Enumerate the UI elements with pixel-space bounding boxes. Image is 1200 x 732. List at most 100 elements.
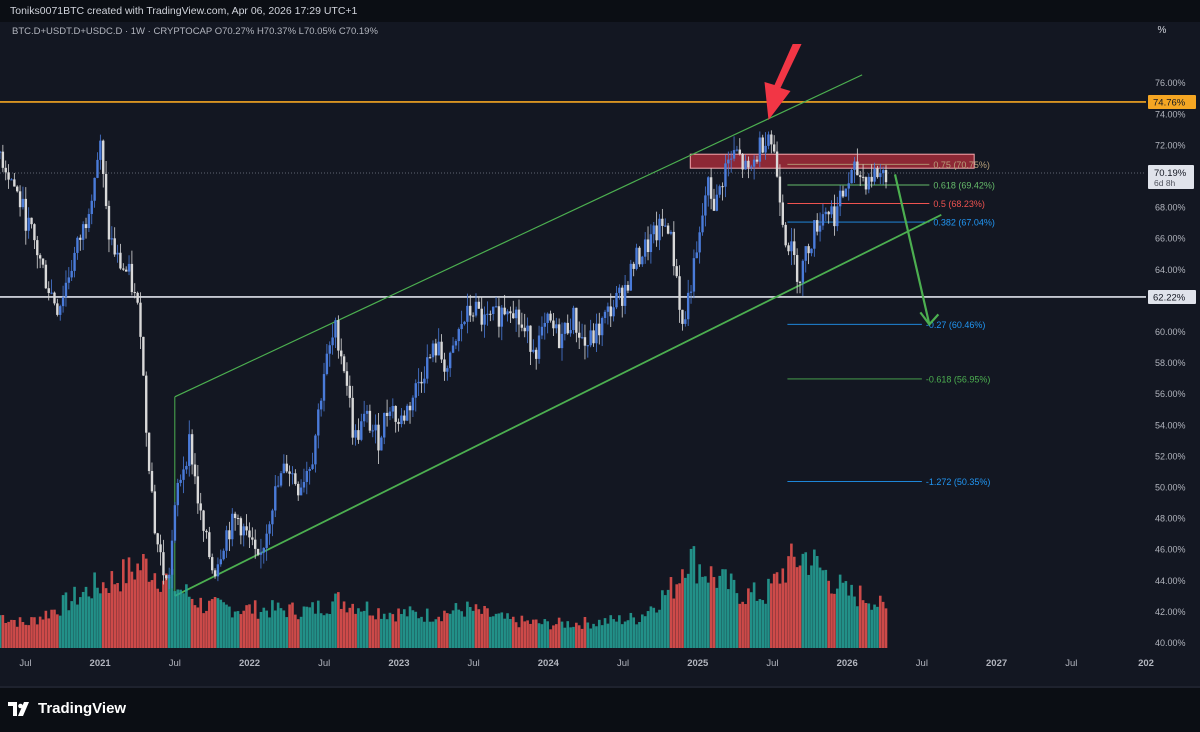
candle-body — [377, 424, 380, 451]
candle-body — [572, 307, 575, 331]
candle-body — [73, 252, 76, 271]
candle-body — [408, 405, 412, 411]
candle-body — [259, 552, 263, 555]
volume-bar — [242, 610, 246, 648]
volume-bar — [523, 621, 527, 648]
candle-body — [282, 463, 286, 474]
candle-body — [348, 385, 352, 398]
candle-body — [145, 375, 148, 433]
candle-body — [225, 530, 228, 551]
volume-bar — [494, 613, 498, 648]
candle-body — [156, 533, 159, 545]
candle-body — [483, 314, 486, 325]
candle-body — [190, 434, 194, 465]
candle-body — [67, 277, 71, 283]
volume-bar — [253, 600, 257, 648]
volume-bar — [448, 613, 452, 648]
volume-bar — [380, 618, 383, 648]
percent-scale-toggle[interactable]: % — [1157, 24, 1167, 36]
candle-body — [850, 169, 853, 184]
volume-bar — [259, 612, 263, 648]
volume-bar — [136, 563, 139, 648]
volume-bar — [833, 593, 836, 648]
candle-body — [317, 409, 320, 436]
volume-bar — [414, 611, 418, 648]
volume-bar — [752, 582, 756, 648]
volume-bar — [365, 601, 369, 648]
volume-bar — [669, 577, 673, 648]
volume-bar — [503, 618, 506, 648]
volume-bar — [139, 570, 142, 648]
volume-bar — [351, 603, 354, 648]
volume-bar — [348, 607, 352, 648]
volume-bar — [99, 593, 102, 648]
x-tick-label: 2024 — [538, 658, 560, 669]
chart-area[interactable]: BTC.D+USDT.D+USDC.D · 1W · CRYPTOCAP O70… — [0, 22, 1200, 688]
volume-bar — [801, 553, 805, 648]
volume-bar — [795, 567, 799, 648]
candle-body — [18, 191, 22, 208]
volume-bar — [580, 628, 584, 648]
volume-bar — [41, 619, 45, 648]
candle-body — [618, 287, 621, 293]
candle-body — [729, 158, 733, 160]
candle-body — [213, 570, 217, 577]
candle-body — [253, 539, 257, 549]
x-tick-label: 202 — [1138, 658, 1154, 669]
candle-body — [457, 329, 460, 342]
volume-bar — [328, 614, 332, 648]
volume-bar — [856, 606, 859, 648]
candle-body — [701, 215, 704, 233]
volume-bar — [876, 606, 879, 648]
price-chart[interactable]: 0.75 (70.75%) 0.618 (69.42%) 0.5 (68.23%) 0… — [0, 44, 1200, 688]
candle-body — [130, 263, 134, 293]
volume-bar — [425, 608, 429, 648]
candle-body — [219, 559, 222, 565]
candle-body — [879, 173, 882, 178]
volume-bar — [540, 624, 544, 648]
candle-body — [41, 258, 45, 265]
y-tick-label: 40.00% — [1155, 638, 1186, 648]
volume-bar — [847, 595, 851, 648]
candle-body — [612, 307, 615, 317]
volume-bar — [119, 591, 122, 648]
volume-bar — [569, 627, 572, 648]
candle-body — [81, 224, 85, 240]
volume-bar — [557, 617, 561, 648]
volume-bar — [170, 569, 174, 648]
candle-body — [509, 311, 512, 314]
volume-bar — [276, 602, 280, 648]
volume-bar — [858, 585, 862, 648]
volume-bar — [770, 583, 773, 648]
candle-body — [10, 179, 13, 181]
volume-bar — [382, 613, 386, 648]
volume-bar — [239, 614, 243, 648]
candle-body — [434, 343, 438, 356]
volume-bar — [124, 583, 128, 648]
candle-body — [116, 252, 119, 255]
candle-body — [262, 547, 265, 553]
volume-bar — [738, 603, 742, 648]
candle-body — [752, 159, 756, 167]
volume-bar — [362, 610, 366, 648]
volume-bar — [93, 572, 96, 648]
candle-body — [99, 140, 102, 160]
level-badge-label: 74.76% — [1153, 97, 1186, 108]
candle-body — [371, 430, 374, 432]
candle-body — [340, 350, 343, 357]
volume-bar — [649, 606, 653, 648]
candle-body — [681, 309, 684, 324]
candle-body — [342, 356, 346, 372]
volume-bar — [342, 601, 346, 648]
volume-bar — [878, 595, 882, 648]
y-tick-label: 72.00% — [1155, 140, 1186, 150]
candle-body — [861, 176, 865, 178]
candle-body — [334, 320, 337, 338]
candle-body — [199, 503, 202, 511]
volume-bar — [830, 593, 833, 648]
candle-body — [351, 397, 354, 438]
candle-body — [76, 237, 79, 253]
volume-bar — [552, 625, 555, 648]
candle-body — [838, 190, 842, 207]
candle-body — [761, 137, 764, 153]
